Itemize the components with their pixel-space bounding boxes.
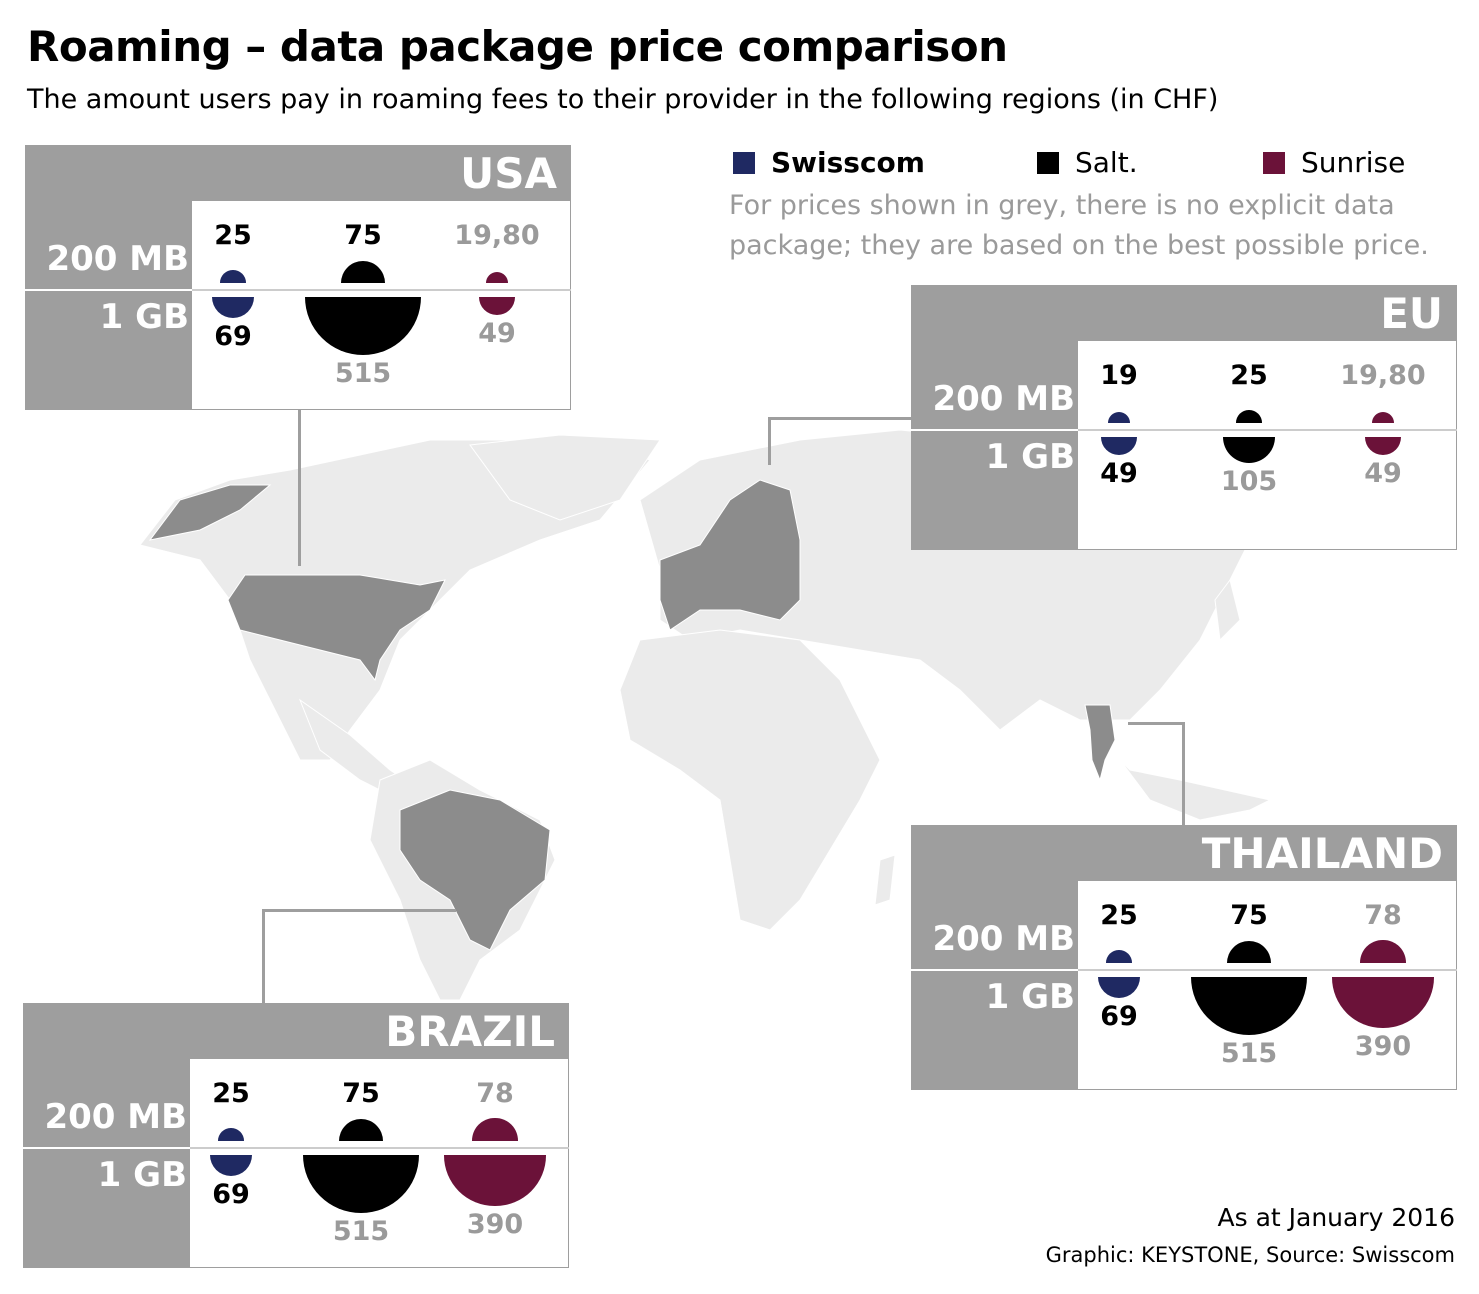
price-label: 105 bbox=[1220, 466, 1278, 498]
half-circle-swisscom bbox=[1101, 437, 1137, 455]
price-label: 49 bbox=[1100, 457, 1138, 489]
row-label-200mb: 200 MB bbox=[46, 239, 189, 279]
half-circle-sunrise bbox=[1371, 411, 1395, 423]
half-circle-sunrise bbox=[1360, 940, 1406, 963]
connector-brazil bbox=[262, 909, 265, 1003]
price-label: 25 bbox=[1100, 900, 1138, 931]
panel-thailand: THAILAND 200 MB 1 GB 25 75 78 69 515 390 bbox=[911, 825, 1457, 1090]
chart-subtitle: The amount users pay in roaming fees to … bbox=[27, 84, 1219, 115]
map-highlight-thailand bbox=[1084, 704, 1116, 782]
half-circle-salt bbox=[1226, 940, 1272, 963]
price-label: 515 bbox=[334, 358, 392, 390]
region-title: THAILAND bbox=[1201, 829, 1443, 878]
half-circle-sunrise bbox=[1365, 437, 1401, 455]
legend-label: Swisscom bbox=[771, 146, 925, 179]
price-label: 19,80 bbox=[454, 220, 540, 251]
legend-swatch bbox=[1263, 151, 1285, 174]
row-label-200mb: 200 MB bbox=[44, 1097, 187, 1137]
half-circle-sunrise bbox=[479, 297, 515, 315]
half-circle-swisscom bbox=[211, 297, 255, 319]
map-southeast-asia bbox=[1079, 719, 1272, 821]
half-circle-swisscom bbox=[220, 270, 246, 283]
half-circle-salt bbox=[340, 260, 386, 283]
legend-item-swisscom: Swisscom bbox=[733, 146, 925, 179]
panel-usa: USA 200 MB 1 GB 25 75 19,80 69 515 49 bbox=[25, 145, 571, 410]
row-divider bbox=[911, 969, 1457, 971]
row-divider bbox=[25, 289, 192, 291]
half-circle-swisscom bbox=[1097, 977, 1141, 999]
legend-label: Sunrise bbox=[1301, 146, 1406, 179]
price-label: 69 bbox=[214, 321, 252, 353]
half-circle-swisscom bbox=[1107, 411, 1131, 423]
row-divider bbox=[23, 1147, 569, 1149]
panel-eu: EU 200 MB 1 GB 19 25 19,80 49 105 49 bbox=[911, 285, 1457, 550]
row-label-1gb: 1 GB bbox=[985, 977, 1075, 1017]
connector-usa bbox=[298, 410, 301, 566]
row-label-200mb: 200 MB bbox=[932, 919, 1075, 959]
row-label-200mb: 200 MB bbox=[932, 379, 1075, 419]
connector-thailand bbox=[1128, 722, 1185, 725]
price-label: 75 bbox=[344, 220, 382, 251]
row-label-1gb: 1 GB bbox=[99, 297, 189, 337]
map-highlight-alaska bbox=[148, 484, 272, 541]
map-africa bbox=[619, 629, 881, 931]
legend-label: Salt. bbox=[1075, 146, 1138, 179]
row-divider bbox=[911, 429, 1457, 431]
map-japan bbox=[1214, 578, 1241, 642]
connector-brazil bbox=[262, 909, 456, 912]
row-divider bbox=[911, 429, 1078, 431]
price-label: 69 bbox=[1100, 1001, 1138, 1033]
price-label: 19 bbox=[1100, 360, 1138, 391]
map-highlight-europe bbox=[659, 479, 801, 631]
region-title: USA bbox=[460, 149, 557, 198]
region-title: EU bbox=[1380, 289, 1443, 338]
price-label: 390 bbox=[1354, 1030, 1412, 1062]
row-divider bbox=[911, 969, 1078, 971]
half-circle-swisscom bbox=[1106, 950, 1132, 963]
note-line-2: package; they are based on the best poss… bbox=[729, 230, 1429, 261]
half-circle-salt bbox=[338, 1118, 384, 1141]
price-label: 78 bbox=[476, 1078, 514, 1109]
legend-swatch bbox=[733, 151, 755, 174]
price-label: 390 bbox=[466, 1208, 524, 1240]
legend-item-salt: Salt. bbox=[1037, 146, 1138, 179]
legend-item-sunrise: Sunrise bbox=[1263, 146, 1405, 179]
map-greenland bbox=[469, 434, 661, 521]
legend-swatch bbox=[1037, 151, 1059, 174]
connector-eu bbox=[768, 417, 911, 420]
map-highlight-usa bbox=[227, 574, 446, 682]
connector-thailand bbox=[1182, 722, 1185, 825]
half-circle-swisscom bbox=[209, 1155, 253, 1177]
price-label: 515 bbox=[1220, 1038, 1278, 1070]
price-label: 75 bbox=[1230, 900, 1268, 931]
map-madagascar bbox=[874, 854, 896, 906]
note-line-1: For prices shown in grey, there is no ex… bbox=[729, 190, 1395, 221]
footer-credit: Graphic: KEYSTONE, Source: Swisscom bbox=[1045, 1243, 1455, 1267]
chart-title: Roaming – data package price comparison bbox=[27, 22, 1008, 71]
price-label: 25 bbox=[214, 220, 252, 251]
price-label: 78 bbox=[1364, 900, 1402, 931]
price-label: 75 bbox=[342, 1078, 380, 1109]
region-title: BRAZIL bbox=[385, 1007, 555, 1056]
row-divider bbox=[25, 289, 571, 291]
price-label: 515 bbox=[332, 1216, 390, 1248]
connector-eu bbox=[768, 417, 771, 465]
row-label-1gb: 1 GB bbox=[985, 437, 1075, 477]
price-label: 49 bbox=[1364, 457, 1402, 489]
row-label-1gb: 1 GB bbox=[97, 1155, 187, 1195]
half-circle-sunrise bbox=[472, 1118, 518, 1141]
price-label: 49 bbox=[478, 317, 516, 349]
panel-brazil: BRAZIL 200 MB 1 GB 25 75 78 69 515 390 bbox=[23, 1003, 569, 1268]
price-label: 69 bbox=[212, 1179, 250, 1211]
row-divider bbox=[23, 1147, 190, 1149]
price-label: 25 bbox=[212, 1078, 250, 1109]
half-circle-sunrise bbox=[485, 271, 509, 283]
half-circle-swisscom bbox=[218, 1128, 244, 1141]
footer-date: As at January 2016 bbox=[1217, 1203, 1456, 1232]
price-label: 25 bbox=[1230, 360, 1268, 391]
price-label: 19,80 bbox=[1340, 360, 1426, 391]
half-circle-salt bbox=[1236, 410, 1262, 423]
map-highlight-brazil bbox=[399, 789, 551, 951]
